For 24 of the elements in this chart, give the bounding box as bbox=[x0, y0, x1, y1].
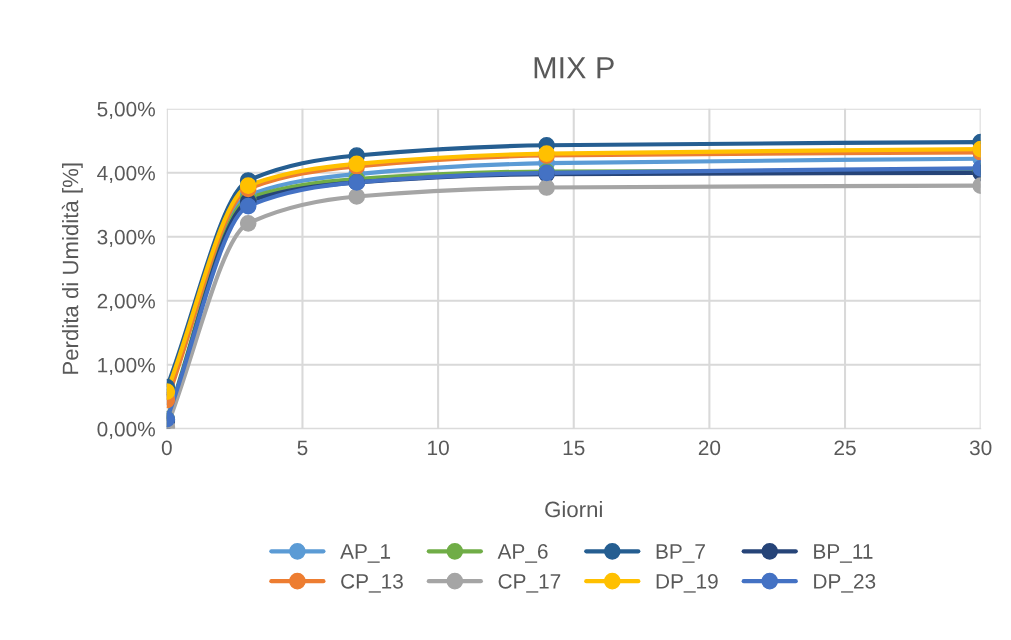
y-tick-label: 1,00% bbox=[98, 357, 155, 376]
legend-label: BP_11 bbox=[814, 544, 873, 563]
x-tick-label: 25 bbox=[834, 440, 856, 456]
legend-label: DP_23 bbox=[814, 573, 876, 593]
legend-label: DP_19 bbox=[656, 573, 718, 593]
legend-label: AP_6 bbox=[497, 544, 548, 563]
x-tick-label: 20 bbox=[698, 440, 721, 456]
y-axis-title: Perdita di Umidità [%] bbox=[61, 163, 83, 374]
legend-label: CP_13 bbox=[341, 573, 403, 593]
legend-label: BP_7 bbox=[656, 544, 705, 563]
x-tick-label: 30 bbox=[969, 440, 992, 456]
x-tick-label: 10 bbox=[428, 440, 449, 456]
x-axis-title: Giorni bbox=[545, 501, 602, 518]
y-tick-label: 5,00% bbox=[97, 101, 155, 120]
legend-label: CP_17 bbox=[498, 573, 561, 593]
x-tick-label: 0 bbox=[161, 440, 172, 456]
legend-label: AP_1 bbox=[340, 544, 391, 563]
y-tick-label: 0,00% bbox=[97, 421, 155, 440]
x-tick-label: 5 bbox=[297, 440, 308, 456]
y-tick-label: 3,00% bbox=[97, 229, 155, 248]
y-tick-label: 4,00% bbox=[97, 165, 155, 184]
y-tick-label: 2,00% bbox=[97, 293, 155, 312]
x-tick-label: 15 bbox=[563, 440, 585, 456]
chart-title: MIX P bbox=[534, 57, 614, 79]
